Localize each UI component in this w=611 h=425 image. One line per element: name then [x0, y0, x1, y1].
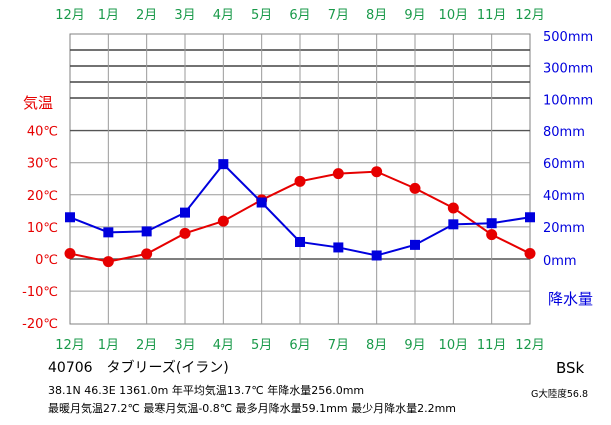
axes: 40℃ 30℃ 20℃ 10℃ 0℃ -10℃ -20℃ 500mm 300mm 100mm 80m…: [22, 8, 593, 353]
station-extremes: 最暖月気温27.2℃ 最寒月気温-0.8℃ 最多月降水量59.1mm 最少月降水…: [48, 402, 456, 415]
temperature-point: [524, 248, 536, 260]
month-label-bottom: 12月: [515, 338, 545, 353]
temperature-point: [141, 248, 153, 260]
precip-tick-label: 60mm: [543, 157, 585, 172]
precipitation-point: [525, 212, 535, 223]
month-label-bottom: 3月: [174, 338, 195, 353]
precipitation-point: [180, 207, 190, 218]
temperature-point: [217, 215, 229, 227]
month-label-top: 6月: [289, 8, 310, 23]
temperature-point: [102, 256, 114, 268]
precipitation-point: [448, 219, 459, 230]
precip-tick-label: 80mm: [543, 125, 585, 140]
month-label-bottom: 5月: [251, 338, 272, 353]
month-label-top: 1月: [98, 8, 119, 23]
station-name: 40706 タブリーズ(イラン): [48, 360, 229, 376]
precip-axis-label: 降水量: [548, 290, 593, 308]
month-label-top: 8月: [366, 8, 387, 23]
month-label-bottom: 7月: [328, 338, 349, 353]
precipitation-point: [256, 197, 267, 208]
month-label-top: 5月: [251, 8, 272, 23]
series: [64, 159, 536, 268]
precip-tick-label: 500mm: [543, 30, 593, 45]
month-label-bottom: 9月: [404, 338, 425, 353]
temp-tick-label: -20℃: [22, 317, 58, 332]
temp-tick-label: -10℃: [22, 285, 58, 300]
month-label-top: 7月: [328, 8, 349, 23]
month-label-top: 12月: [515, 8, 545, 23]
month-label-bottom: 6月: [289, 338, 310, 353]
precipitation-point: [218, 159, 229, 170]
month-label-bottom: 11月: [477, 338, 507, 353]
month-label-top: 12月: [55, 8, 85, 23]
temp-tick-label: 40℃: [27, 125, 58, 140]
precipitation-point: [410, 239, 420, 250]
station-details: 38.1N 46.3E 1361.0m 年平均気温13.7℃ 年降水量256.0…: [48, 384, 365, 397]
month-label-bottom: 1月: [98, 338, 119, 353]
precip-tick-label: 40mm: [543, 189, 585, 204]
precip-tick-label: 20mm: [543, 221, 585, 236]
precip-tick-label: 0mm: [543, 254, 577, 269]
precip-tick-label: 300mm: [543, 62, 593, 77]
precipitation-point: [371, 250, 382, 261]
temp-tick-label: 20℃: [27, 189, 58, 204]
precipitation-point: [141, 226, 152, 237]
month-label-bottom: 10月: [439, 338, 469, 353]
temp-tick-label: 30℃: [27, 157, 58, 172]
precipitation-point: [65, 212, 75, 223]
precipitation-point: [295, 236, 305, 247]
month-label-top: 4月: [213, 8, 234, 23]
month-label-top: 10月: [439, 8, 469, 23]
month-label-top: 2月: [136, 8, 157, 23]
temperature-point: [179, 227, 191, 239]
month-label-bottom: 4月: [213, 338, 234, 353]
month-label-top: 9月: [404, 8, 425, 23]
temperature-point: [447, 202, 459, 214]
temperature-point: [332, 168, 344, 180]
precipitation-point: [333, 242, 344, 253]
month-label-bottom: 12月: [55, 338, 85, 353]
precipitation-point: [486, 218, 497, 229]
climate-class: BSk: [556, 359, 585, 377]
month-label-bottom: 2月: [136, 338, 157, 353]
temperature-point: [64, 248, 76, 260]
precip-tick-label: 100mm: [543, 94, 593, 109]
temperature-point: [409, 182, 421, 194]
month-label-top: 3月: [174, 8, 195, 23]
temp-axis-label: 気温: [23, 94, 53, 112]
temperature-point: [294, 175, 306, 187]
aridity-index: G大陸度56.8: [531, 389, 589, 400]
temp-tick-label: 0℃: [35, 253, 58, 268]
temp-tick-label: 10℃: [27, 221, 58, 236]
precipitation-point: [103, 227, 114, 238]
month-label-bottom: 8月: [366, 338, 387, 353]
month-label-top: 11月: [477, 8, 507, 23]
temperature-point: [371, 166, 383, 178]
temperature-point: [486, 229, 498, 241]
